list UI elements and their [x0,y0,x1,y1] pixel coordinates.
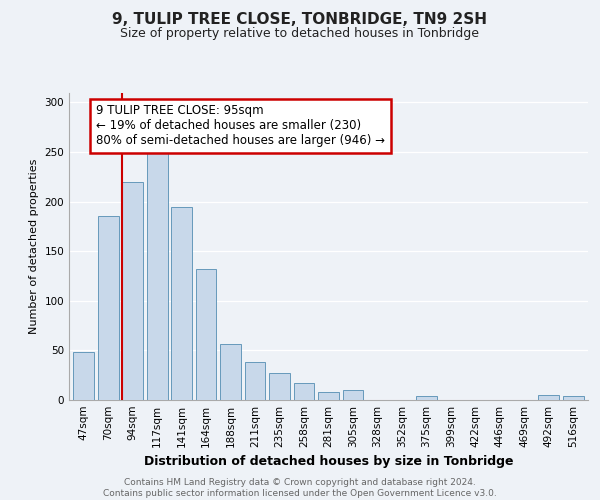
Bar [563,396,584,400]
Bar [269,373,290,400]
Text: Contains HM Land Registry data © Crown copyright and database right 2024.
Contai: Contains HM Land Registry data © Crown c… [103,478,497,498]
Bar [538,395,559,400]
Bar [293,383,314,400]
Text: 9 TULIP TREE CLOSE: 95sqm
← 19% of detached houses are smaller (230)
80% of semi: 9 TULIP TREE CLOSE: 95sqm ← 19% of detac… [96,104,385,148]
Bar [98,216,119,400]
Bar [122,182,143,400]
Bar [416,396,437,400]
Bar [245,362,265,400]
Bar [171,206,192,400]
Bar [196,269,217,400]
X-axis label: Distribution of detached houses by size in Tonbridge: Distribution of detached houses by size … [144,456,513,468]
Bar [147,152,167,400]
Bar [73,352,94,400]
Bar [220,344,241,400]
Bar [318,392,339,400]
Text: 9, TULIP TREE CLOSE, TONBRIDGE, TN9 2SH: 9, TULIP TREE CLOSE, TONBRIDGE, TN9 2SH [113,12,487,28]
Text: Size of property relative to detached houses in Tonbridge: Size of property relative to detached ho… [121,28,479,40]
Bar [343,390,364,400]
Y-axis label: Number of detached properties: Number of detached properties [29,158,39,334]
